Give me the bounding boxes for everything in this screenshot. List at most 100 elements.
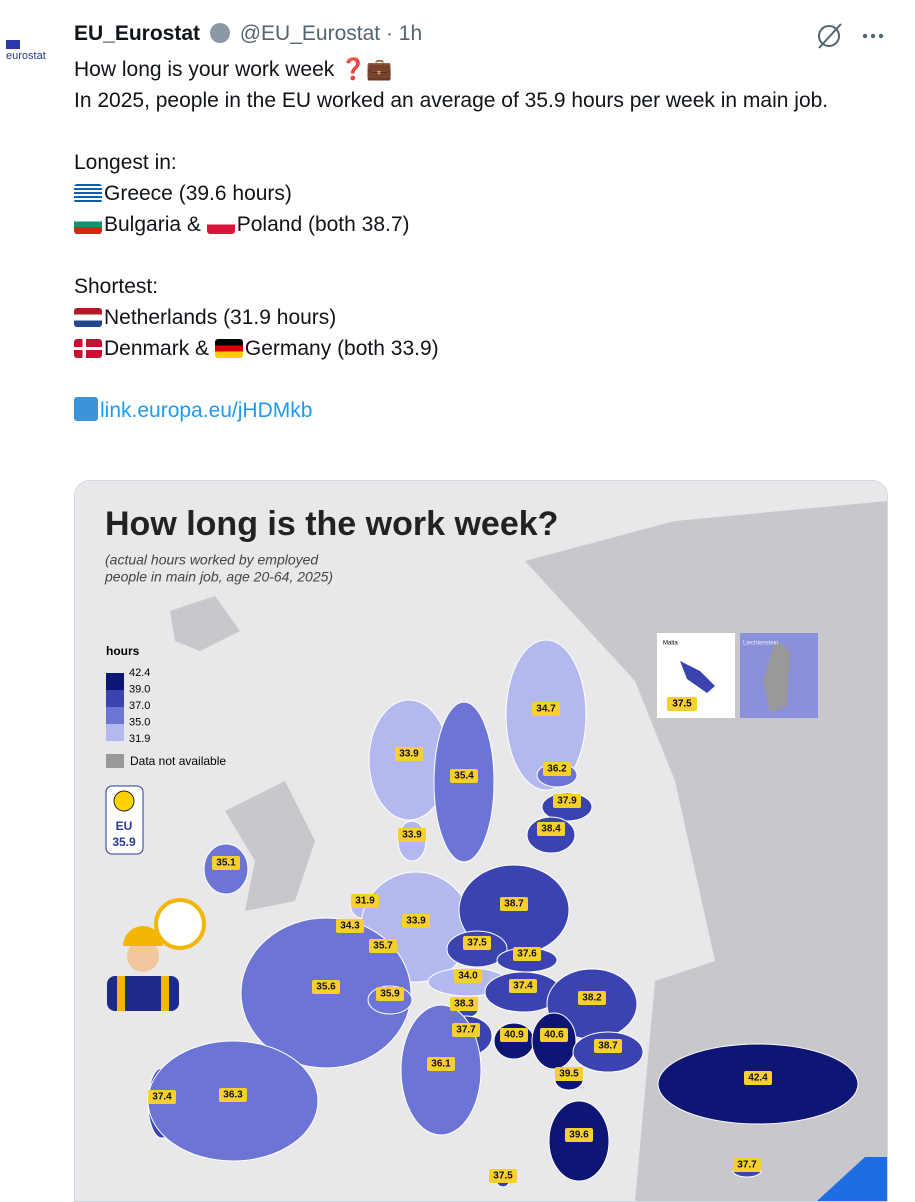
value-box	[565, 1128, 593, 1142]
more-icon[interactable]	[862, 33, 884, 39]
malta-inset: Malta 37.5 Liechtenstein	[657, 633, 818, 718]
value-box	[532, 702, 560, 716]
value-box	[509, 979, 537, 993]
value-box	[351, 894, 379, 908]
value-label: 38.7	[598, 1041, 618, 1052]
inset-label: Malta	[663, 641, 678, 647]
value-label: 38.3	[454, 999, 474, 1010]
value-box	[450, 997, 478, 1011]
separator: ·	[385, 22, 393, 45]
shortest-second-a: Denmark &	[104, 337, 210, 360]
value-label: 35.4	[454, 771, 474, 782]
eu-value: 35.9	[112, 835, 136, 849]
longest-second-b: Poland (both 38.7)	[236, 213, 410, 236]
value-box	[454, 969, 482, 983]
corner-logo	[817, 1157, 887, 1201]
value-label: 38.7	[504, 899, 524, 910]
value-label: 37.6	[517, 949, 537, 960]
value-box	[452, 1023, 480, 1037]
value-box	[553, 794, 581, 808]
flag-denmark	[74, 339, 102, 358]
value-label: 42.4	[748, 1073, 768, 1084]
shortest-first: Netherlands (31.9 hours)	[104, 306, 337, 329]
value-box	[336, 919, 364, 933]
countries: 34.7 33.9 35.4 36.2 37.9 38.4 33.9 35.1 31.9 34.3…	[147, 639, 859, 1188]
value-label: 37.4	[152, 1092, 172, 1103]
arrow-emoji	[74, 397, 98, 421]
value-label: 34.3	[340, 921, 360, 932]
value-label: 35.9	[380, 989, 400, 1000]
shortest-heading: Shortest:	[74, 275, 159, 298]
value-box	[402, 914, 430, 928]
flag-poland	[206, 215, 235, 234]
timestamp[interactable]: 1h	[398, 22, 423, 45]
na-swatch	[106, 754, 124, 768]
map-subtitle: (actual hours worked by employed	[105, 552, 319, 568]
value-box	[489, 1169, 517, 1183]
flag-greece	[74, 184, 102, 203]
map-image[interactable]: How long is the work week? (actual hours…	[74, 480, 888, 1202]
legend-tick: 37.0	[129, 700, 150, 712]
worker-illustration	[107, 898, 206, 1011]
eu-badge: EU 35.9	[105, 785, 144, 855]
longest-second-a: Bulgaria &	[104, 213, 201, 236]
link[interactable]: link.europa.eu/jHDMkb	[100, 399, 313, 422]
value-box	[312, 980, 340, 994]
value-label: 33.9	[399, 749, 419, 760]
value-label: 33.9	[406, 916, 426, 927]
legend-tick: 39.0	[129, 683, 150, 695]
longest-first: Greece (39.6 hours)	[104, 182, 292, 205]
map-subtitle: people in main job, age 20-64, 2025)	[104, 569, 333, 585]
value-box	[395, 747, 423, 761]
legend-swatch	[106, 724, 124, 741]
value-box	[500, 897, 528, 911]
author-name[interactable]: EU_Eurostat	[74, 22, 201, 45]
value-label: 40.9	[504, 1030, 524, 1041]
value-box	[427, 1057, 455, 1071]
flag-bulgaria	[74, 215, 102, 234]
value-label: 37.7	[737, 1160, 757, 1171]
legend-na: Data not available	[130, 754, 226, 768]
value-box	[594, 1039, 622, 1053]
value-box	[148, 1090, 176, 1104]
inset-value: 37.5	[672, 699, 692, 710]
legend-tick: 42.4	[129, 667, 150, 679]
header-icons	[818, 23, 884, 49]
value-box	[369, 939, 397, 953]
legend-title: hours	[106, 644, 140, 658]
value-label: 36.1	[431, 1059, 451, 1070]
flag-germany	[214, 339, 243, 358]
headline: How long is your work week ❓💼	[74, 58, 393, 81]
value-label: 36.2	[547, 764, 567, 775]
verified-badge	[209, 23, 230, 43]
value-box	[578, 991, 606, 1005]
value-label: 37.9	[557, 796, 577, 807]
legend-swatch	[106, 673, 124, 690]
map-title: How long is the work week?	[105, 505, 558, 543]
avatar-label: eurostat	[6, 50, 46, 62]
value-label: 37.4	[513, 981, 533, 992]
value-box	[219, 1088, 247, 1102]
legend-swatch	[106, 690, 124, 707]
value-label: 40.6	[544, 1030, 564, 1041]
value-box	[537, 822, 565, 836]
legend-tick: 35.0	[129, 716, 150, 728]
value-label: 34.7	[536, 704, 556, 715]
longest-heading: Longest in:	[74, 151, 177, 174]
value-label: 31.9	[355, 896, 375, 907]
value-label: 35.1	[216, 858, 236, 869]
shortest-second-b: Germany (both 33.9)	[244, 337, 439, 360]
value-label: 38.4	[541, 824, 561, 835]
eu-label: EU	[116, 819, 133, 833]
value-label: 34.0	[458, 971, 478, 982]
value-box	[212, 856, 240, 870]
value-box	[450, 769, 478, 783]
value-label: 37.5	[493, 1171, 513, 1182]
value-box	[513, 947, 541, 961]
avatar[interactable]: eurostat	[6, 40, 56, 62]
grok-icon[interactable]	[818, 23, 842, 49]
value-label: 38.2	[582, 993, 602, 1004]
value-label: 37.5	[467, 938, 487, 949]
handle[interactable]: @EU_Eurostat	[239, 22, 381, 45]
